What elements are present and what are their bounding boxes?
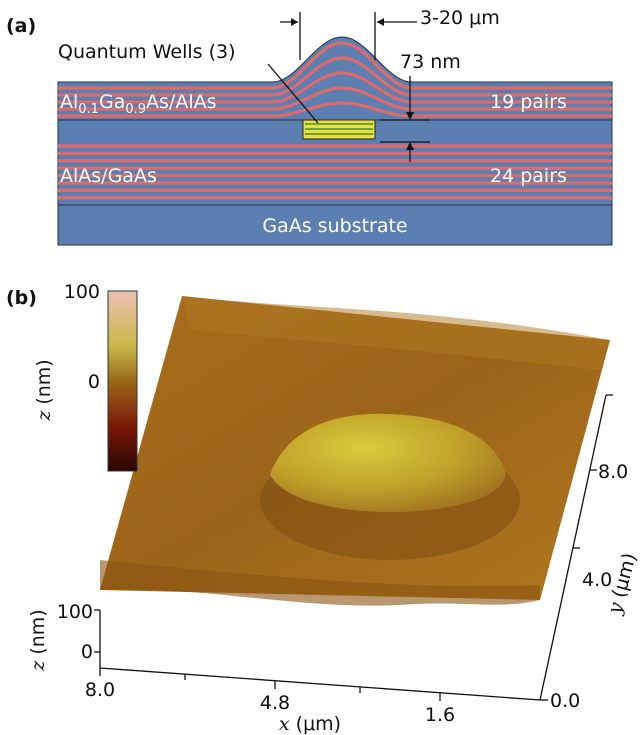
colorbar-tick: 100 bbox=[64, 281, 100, 303]
upper-mirror-pairs: 19 pairs bbox=[490, 91, 567, 113]
substrate-label: GaAs substrate bbox=[262, 215, 407, 237]
y-tick: 0.0 bbox=[550, 690, 580, 712]
arrowhead bbox=[291, 18, 298, 26]
qw-label: Quantum Wells (3) bbox=[58, 41, 236, 63]
x-axis-label: x (μm) bbox=[279, 713, 341, 735]
panel-label: (a) bbox=[6, 15, 36, 37]
z-tick: 100 bbox=[57, 601, 93, 623]
lower-mirror-pairs: 24 pairs bbox=[490, 165, 567, 187]
colorbar bbox=[108, 291, 137, 471]
lower-mirror-material: AlAs/GaAs bbox=[60, 165, 157, 187]
x-tick: 8.0 bbox=[85, 679, 115, 701]
panel-label: (b) bbox=[6, 287, 37, 309]
colorbar-label: z (nm) bbox=[33, 359, 55, 421]
width-label: 3-20 μm bbox=[420, 7, 500, 29]
x-tick: 4.8 bbox=[260, 692, 290, 714]
colorbar-tick: 0 bbox=[88, 371, 100, 393]
arrowhead bbox=[377, 18, 384, 26]
x-tick: 1.6 bbox=[425, 704, 455, 726]
z-tick: 0 bbox=[81, 641, 93, 663]
figure: (a) Quantum Wells (3) 3-20 μm 73 nm Al0.… bbox=[0, 0, 644, 735]
z-axis-label: z (nm) bbox=[27, 609, 49, 671]
thickness-label: 73 nm bbox=[400, 51, 461, 73]
page: (a) Quantum Wells (3) 3-20 μm 73 nm Al0.… bbox=[0, 0, 644, 735]
y-tick: 4.0 bbox=[582, 569, 612, 591]
y-tick: 8.0 bbox=[598, 461, 628, 483]
